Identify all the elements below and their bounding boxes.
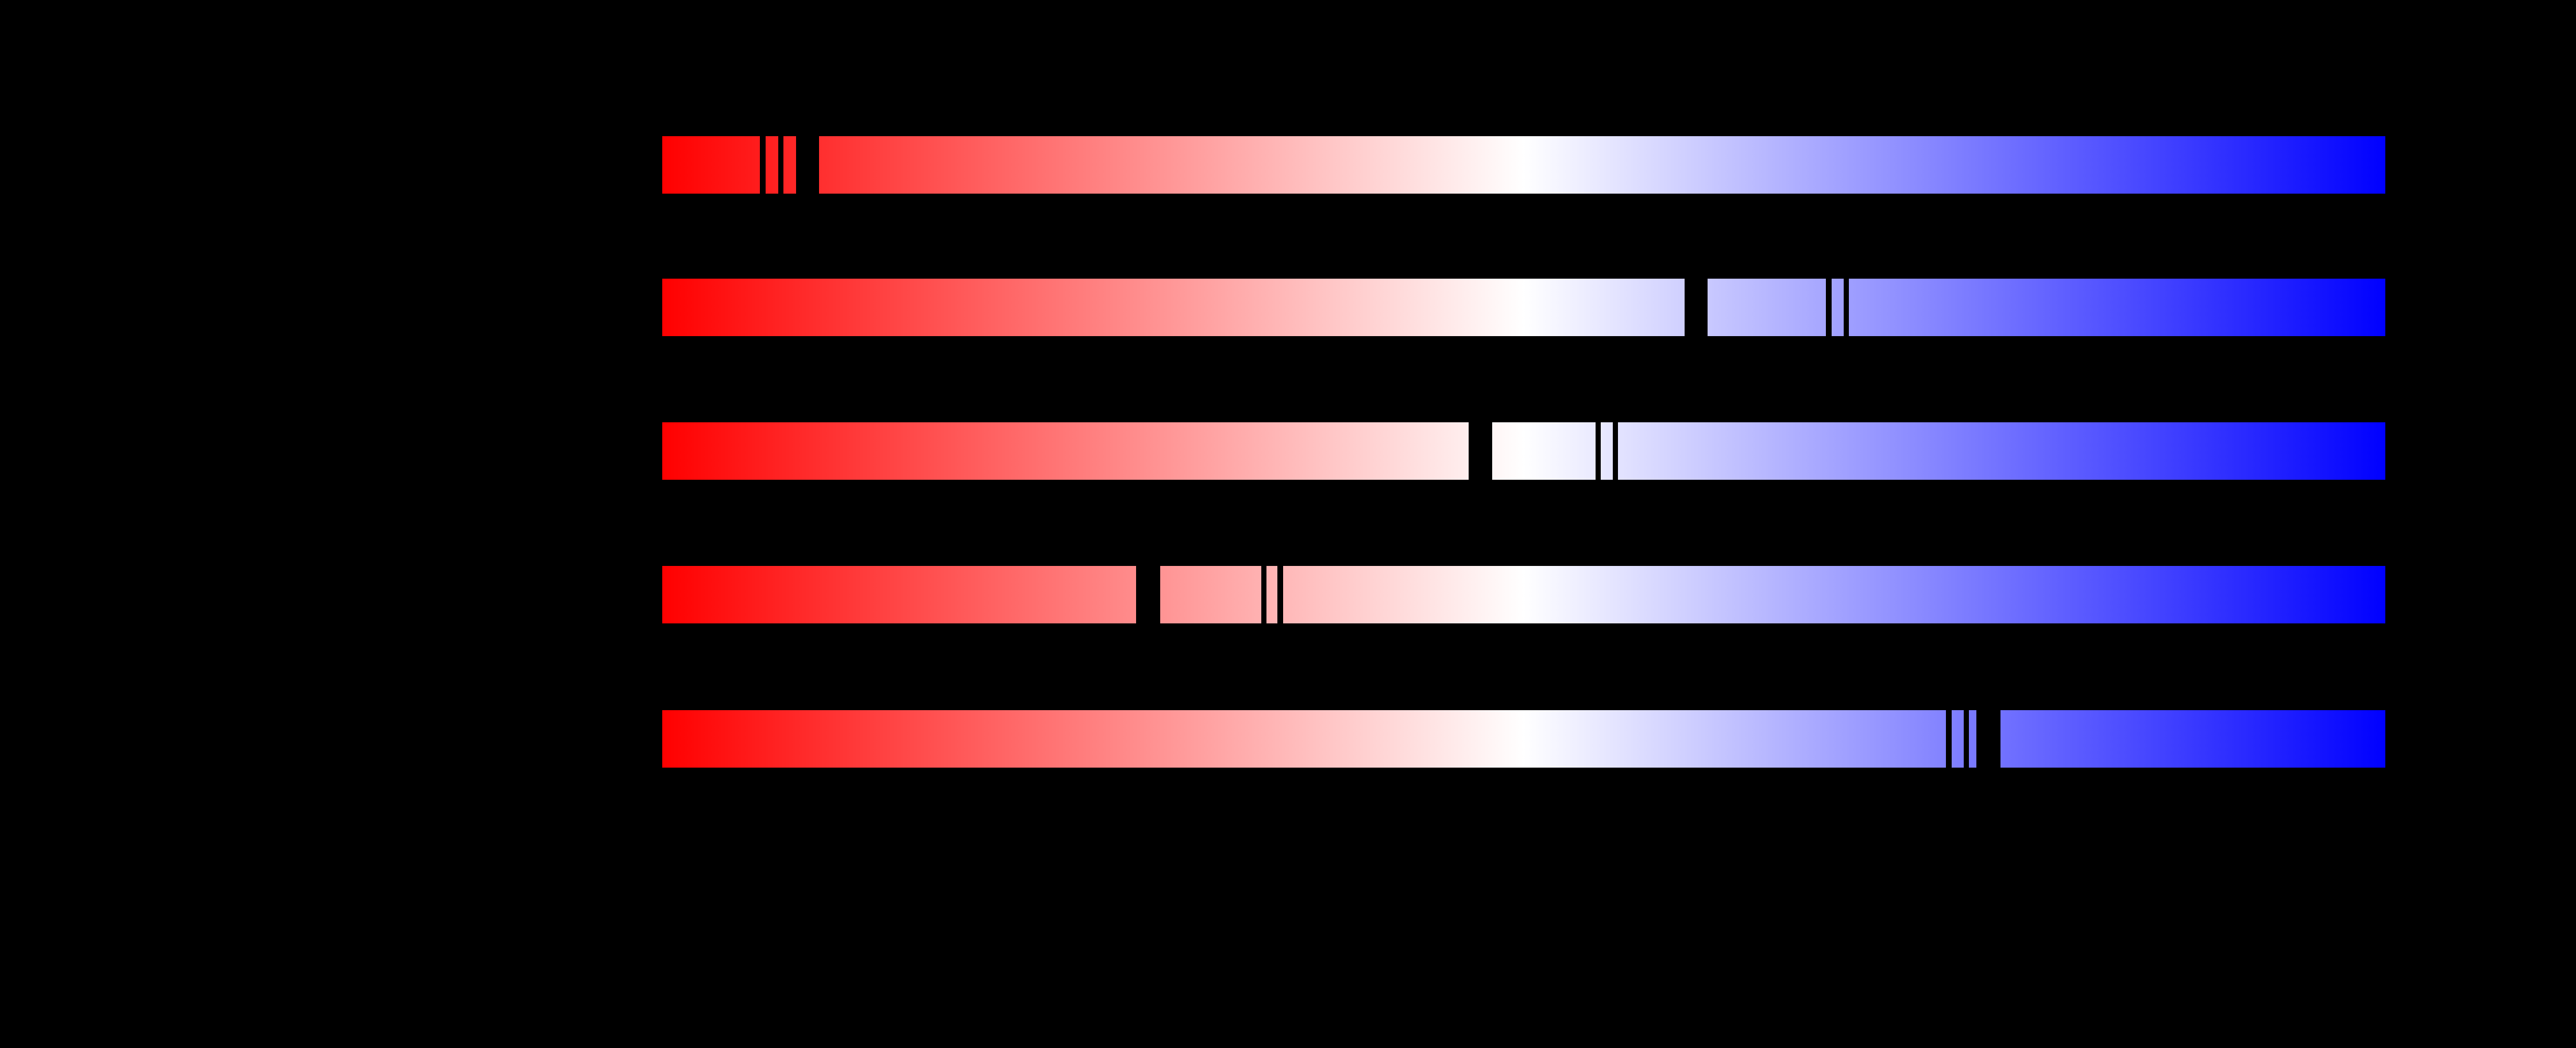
thin-tick-mark (1612, 422, 1618, 480)
thin-tick-mark (760, 136, 766, 194)
thin-tick-mark (1946, 710, 1952, 768)
thin-tick-mark (1963, 710, 1969, 768)
thick-tick-mark (1136, 566, 1160, 623)
thin-tick-mark (778, 136, 783, 194)
gradient-bar-2 (662, 279, 2385, 336)
thick-tick-mark (1685, 279, 1708, 336)
thin-tick-mark (1826, 279, 1832, 336)
thick-tick-mark (1976, 710, 2000, 768)
thin-tick-mark (1595, 422, 1601, 480)
thin-tick-mark (1843, 279, 1849, 336)
thick-tick-mark (796, 136, 819, 194)
thick-tick-mark (1468, 422, 1492, 480)
thin-tick-mark (1277, 566, 1283, 623)
thin-tick-mark (1261, 566, 1266, 623)
gradient-bar-4 (662, 566, 2385, 623)
gradient-bar-5 (662, 710, 2385, 768)
gradient-bar-3 (662, 422, 2385, 480)
gradient-bar-1 (662, 136, 2385, 194)
